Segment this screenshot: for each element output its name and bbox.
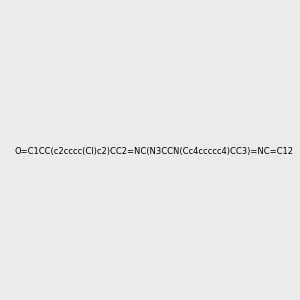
Text: O=C1CC(c2cccc(Cl)c2)CC2=NC(N3CCN(Cc4ccccc4)CC3)=NC=C12: O=C1CC(c2cccc(Cl)c2)CC2=NC(N3CCN(Cc4cccc… [14, 147, 293, 156]
